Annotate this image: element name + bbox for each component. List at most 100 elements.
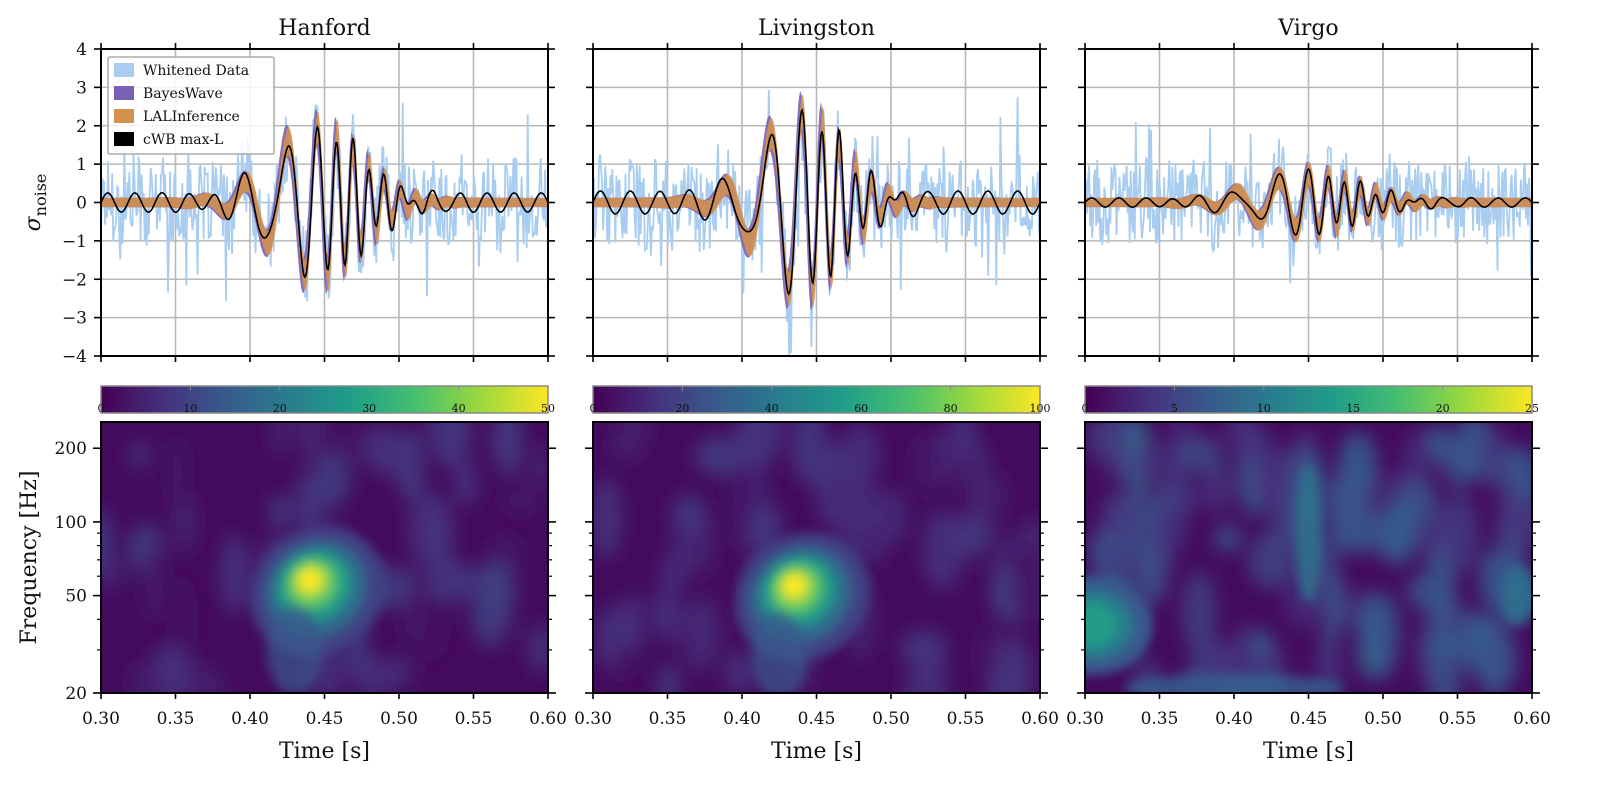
legend-swatch (114, 132, 134, 146)
heatmap-peak-layer (785, 576, 804, 595)
panel-title: Hanford (278, 16, 370, 41)
panel-title: Virgo (1277, 16, 1338, 41)
colorbar-tick-label: 60 (854, 402, 868, 415)
heatmap-texture-blob (294, 478, 322, 543)
plot-area (1085, 122, 1532, 284)
heatmap-texture-blob (297, 422, 320, 461)
x-tick-label: 0.40 (723, 709, 761, 729)
heatmap-texture-blob (1229, 424, 1271, 463)
x-tick-label: 0.35 (1141, 709, 1179, 729)
x-tick-label: 0.35 (649, 709, 687, 729)
heatmap-texture-blob (1439, 492, 1479, 574)
colorbar-tick-label: 20 (273, 402, 287, 415)
spectrogram-panel-0: 0 10 20 30 40 50 0.30 0.35 0.40 0.45 0.50 0.55 0.60 T… (17, 385, 567, 764)
colorbar: 0 20 40 60 80 100 (590, 385, 1051, 415)
series-lalinference-band (101, 112, 548, 292)
heatmap-texture-blob (903, 647, 948, 693)
plot-area (101, 102, 548, 302)
heatmap-texture-blob (593, 477, 622, 559)
heatmap (1085, 422, 1532, 693)
heatmap (593, 422, 1040, 693)
heatmap-texture (593, 422, 1040, 693)
heatmap-texture-blob (1379, 501, 1418, 566)
x-tick-label: 0.50 (872, 709, 910, 729)
y-tick-label: 4 (76, 40, 87, 60)
x-tick-label: 0.60 (1021, 709, 1059, 729)
heatmap-texture-blob (612, 645, 642, 680)
heatmap-texture-blob (976, 622, 999, 685)
x-tick-label: 0.50 (380, 709, 418, 729)
legend-label: BayesWave (143, 86, 223, 102)
colorbar-tick-label: 40 (765, 402, 779, 415)
heatmap-texture-blob (313, 453, 351, 507)
heatmap-texture-blob (1322, 565, 1345, 642)
colorbar-tick-label: 0 (1082, 402, 1089, 415)
heatmap-texture-blob (748, 504, 783, 553)
heatmap-texture-blob (1430, 628, 1461, 658)
heatmap-texture-blob (988, 636, 1033, 693)
heatmap-texture-blob (724, 649, 756, 693)
heatmap-texture-blob (615, 422, 651, 457)
legend-swatch (114, 63, 134, 77)
colorbar-tick-label: 50 (541, 402, 555, 415)
heatmap-texture-blob (428, 559, 475, 603)
x-tick-label: 0.55 (1439, 709, 1477, 729)
y-tick-label: 50 (65, 587, 87, 607)
x-axis-label: Time [s] (771, 739, 862, 764)
x-tick-label: 0.45 (798, 709, 836, 729)
y-tick-label: −4 (62, 347, 87, 367)
colorbar-gradient (592, 385, 1041, 414)
plot-area (593, 89, 1040, 356)
heatmap-texture-blob (470, 560, 507, 647)
colorbar-gradient (1084, 385, 1533, 414)
y-tick-label: 100 (55, 513, 87, 533)
heatmap-texture-blob (1428, 424, 1451, 461)
colorbar-tick-label: 40 (452, 402, 466, 415)
x-tick-label: 0.45 (1290, 709, 1328, 729)
x-axis-label: Time [s] (1263, 739, 1354, 764)
x-tick-label: 0.55 (947, 709, 985, 729)
heatmap-texture-blob (1516, 448, 1532, 503)
x-axis-label: Time [s] (279, 739, 370, 764)
legend: Whitened Data BayesWave LALInference cWB ma… (107, 56, 275, 155)
heatmap-texture-blob (1406, 573, 1441, 611)
series-bayeswave-band (593, 90, 1040, 310)
heatmap-texture-blob (1101, 490, 1142, 541)
heatmap-texture-blob (1250, 629, 1273, 660)
heatmap-texture-blob (622, 591, 646, 655)
heatmap-texture-blob (1248, 532, 1292, 589)
heatmap-texture-blob (127, 440, 151, 471)
heatmap-texture-blob (727, 462, 756, 540)
x-tick-label: 0.30 (1066, 709, 1104, 729)
heatmap-tail (751, 610, 808, 693)
heatmap-texture-blob (1213, 523, 1242, 553)
heatmap-texture-blob (1201, 460, 1234, 513)
heatmap-texture-blob (908, 440, 949, 495)
heatmap-texture-blob (530, 624, 548, 674)
heatmap-texture-blob (139, 546, 168, 623)
colorbar-tick-label: 80 (944, 402, 958, 415)
colorbar-tick-label: 0 (98, 402, 105, 415)
heatmap-texture-blob (1133, 444, 1178, 481)
x-tick-label: 0.30 (574, 709, 612, 729)
legend-label: Whitened Data (143, 63, 249, 79)
heatmap-texture-blob (671, 494, 706, 535)
heatmap-texture-blob (1326, 468, 1363, 554)
colorbar-tick-label: 20 (1436, 402, 1450, 415)
x-tick-label: 0.45 (306, 709, 344, 729)
colorbar-tick-label: 5 (1171, 402, 1178, 415)
y-tick-label: −3 (62, 309, 87, 329)
colorbar-tick-label: 0 (590, 402, 597, 415)
y-tick-label: 20 (65, 684, 87, 704)
spectrogram-panel-2: 0 5 10 15 20 25 0.30 0.35 0.40 0.45 0.50 0.55 0.60 Ti… (1066, 385, 1551, 764)
heatmap-texture-blob (658, 662, 679, 693)
heatmap-texture-blob (693, 436, 742, 476)
colorbar-tick-label: 30 (362, 402, 376, 415)
heatmap-texture-blob (878, 489, 909, 546)
x-tick-label: 0.50 (1364, 709, 1402, 729)
heatmap (101, 422, 548, 693)
colorbar-tick-label: 25 (1525, 402, 1539, 415)
x-tick-label: 0.40 (231, 709, 269, 729)
heatmap-texture-blob (428, 422, 472, 468)
heatmap-texture-blob (1254, 446, 1297, 516)
